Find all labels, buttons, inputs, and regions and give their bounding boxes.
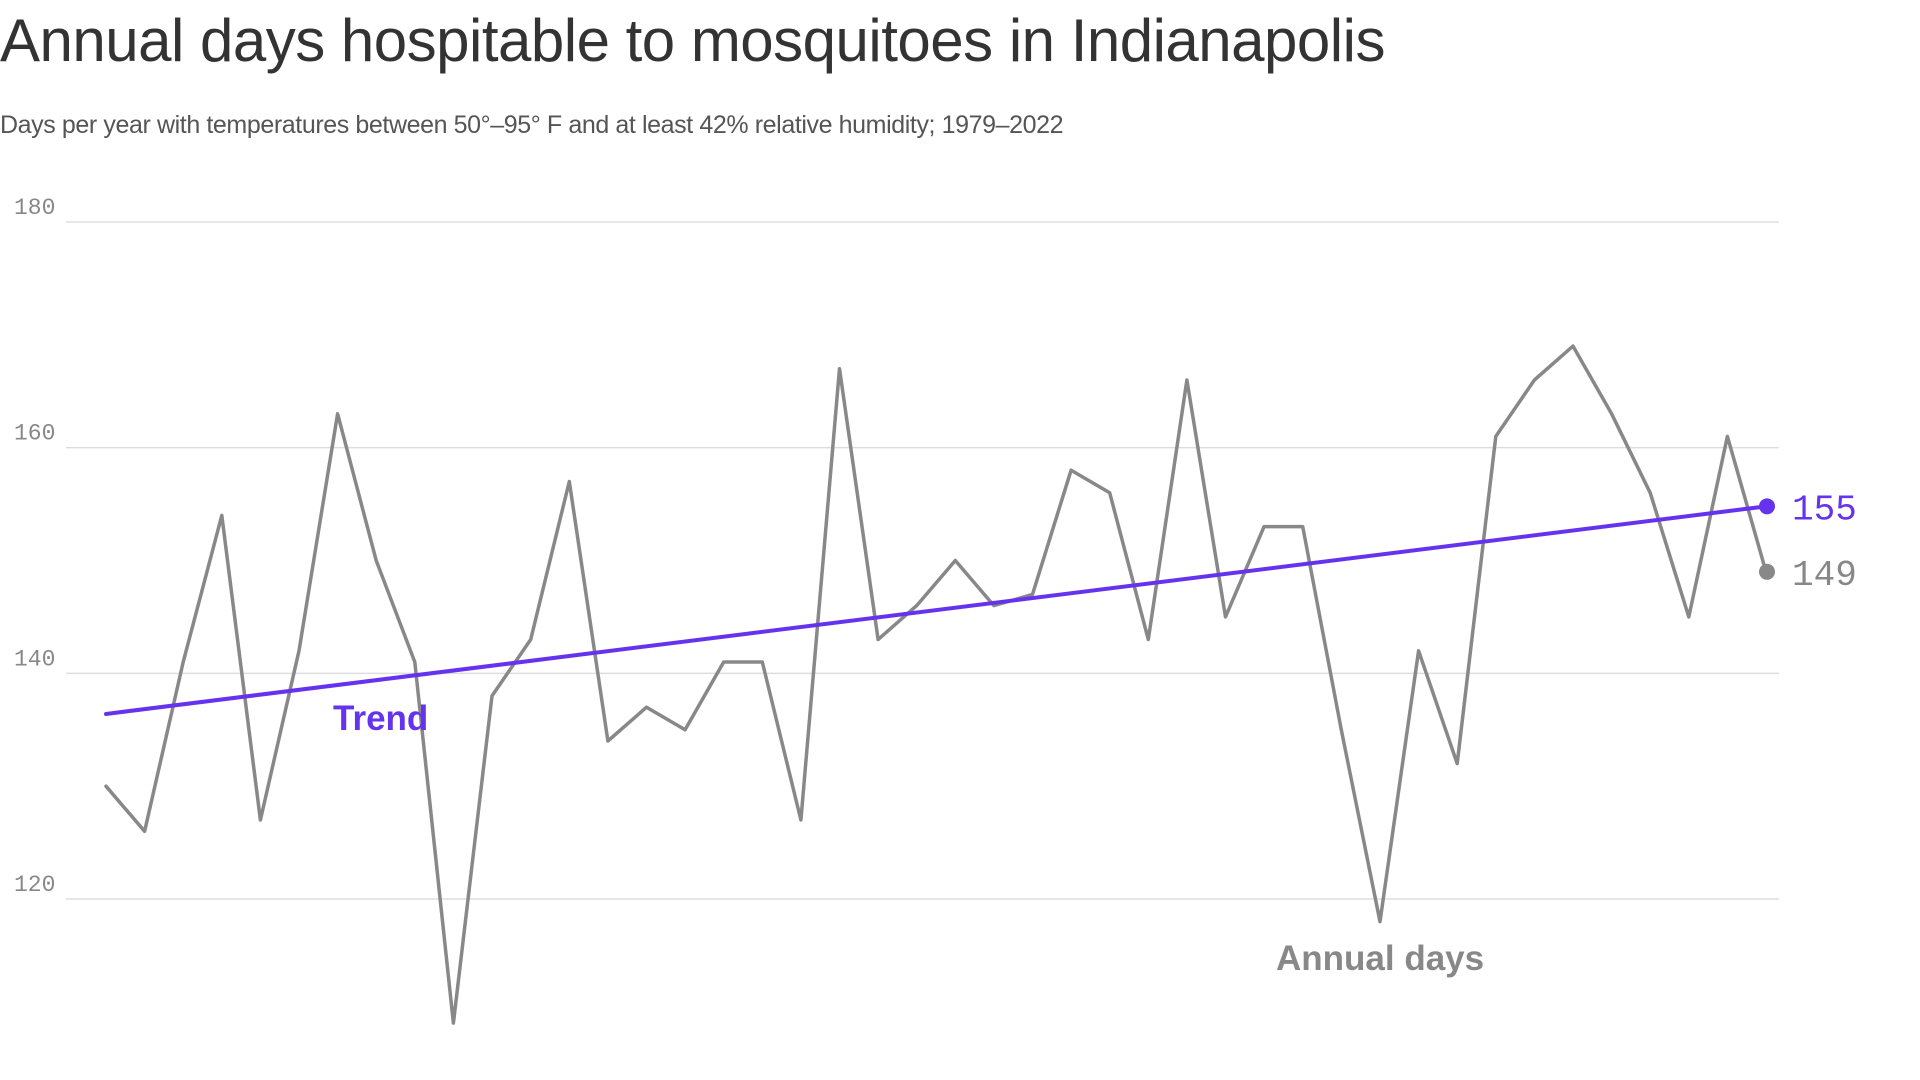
chart-title: Annual days hospitable to mosquitoes in … [0, 7, 1385, 74]
annual-series-label: Annual days [1276, 939, 1484, 978]
annual-days-line [104, 344, 1768, 1025]
trend-end-label: 155 [1792, 489, 1857, 530]
y-tick-label: 180 [14, 195, 55, 221]
trend-end-dot [1759, 498, 1775, 515]
grid-layer [66, 221, 1779, 900]
annual-end-dot [1759, 563, 1775, 580]
annual-end-label: 149 [1792, 555, 1857, 596]
series-layer [104, 344, 1775, 1025]
label-layer: 155 149 Trend Annual days [333, 489, 1857, 978]
trend-line [104, 504, 1768, 716]
trend-series-label: Trend [333, 699, 428, 738]
y-tick-label: 160 [14, 421, 55, 447]
y-axis: 120 140 160 180 [14, 195, 55, 898]
y-tick-label: 120 [14, 872, 55, 898]
chart-subtitle: Days per year with temperatures between … [0, 111, 1064, 139]
y-tick-label: 140 [14, 646, 55, 672]
